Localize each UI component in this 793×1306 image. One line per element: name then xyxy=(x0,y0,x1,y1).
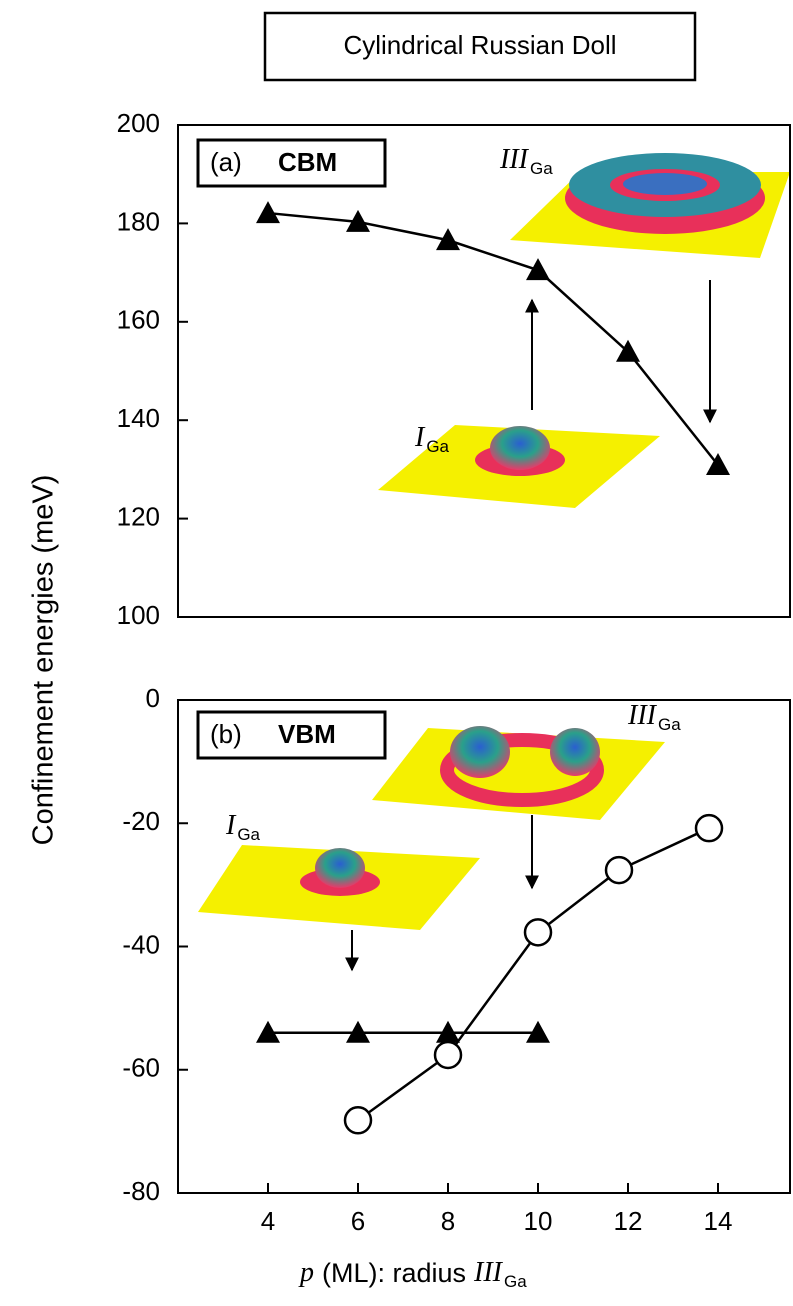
triangle-marker xyxy=(436,228,460,251)
x-label-text: (ML): radius xyxy=(322,1258,466,1288)
panel-label: (a) xyxy=(210,147,242,177)
y-tick-label: -60 xyxy=(122,1053,160,1083)
x-tick-label: 8 xyxy=(441,1206,455,1236)
annotation: I Ga xyxy=(414,422,450,456)
y-tick-label: 160 xyxy=(117,305,160,335)
circle-marker xyxy=(604,855,634,885)
triangle-marker xyxy=(616,339,640,362)
annotation: I Ga xyxy=(225,810,261,844)
annotation-sub: Ga xyxy=(237,825,260,844)
x-tick-label: 6 xyxy=(351,1206,365,1236)
plot-frame xyxy=(177,124,791,618)
x-label-var: III xyxy=(473,1257,504,1288)
circle-marker xyxy=(523,918,553,947)
circle-marker xyxy=(433,1040,463,1070)
arrows xyxy=(345,280,717,972)
panel-label: VBM xyxy=(278,719,336,749)
annotation: III Ga xyxy=(499,144,553,178)
triangle-marker xyxy=(256,1020,280,1043)
x-label-sub: Ga xyxy=(504,1272,527,1291)
circle-marker xyxy=(343,1106,373,1135)
x-label-var: p xyxy=(298,1257,314,1288)
inset-ring-vbm xyxy=(372,726,665,820)
y-axis-label: Confinement energies (meV) xyxy=(28,475,60,846)
chart-title: Cylindrical Russian Doll xyxy=(343,30,616,60)
triangle-marker xyxy=(346,209,370,232)
y-tick-label: 100 xyxy=(117,600,160,630)
title-box xyxy=(263,11,697,82)
triangle-marker xyxy=(526,1020,550,1043)
annotation-sub: Ga xyxy=(530,159,553,178)
y-tick-label: 0 xyxy=(146,683,160,713)
panel-label: (b) xyxy=(210,719,242,749)
annotation-text: I xyxy=(225,810,237,841)
panel-label-box xyxy=(196,710,387,760)
triangle-marker xyxy=(346,1020,370,1043)
panel-label-box xyxy=(196,138,387,188)
inset-dot-vbm xyxy=(198,845,480,930)
triangle-marker xyxy=(526,258,550,281)
circle-marker xyxy=(694,813,724,843)
x-axis-label: p (ML): radius III Ga xyxy=(298,1257,527,1291)
x-tick-label: 12 xyxy=(614,1206,643,1236)
y-tick-label: -20 xyxy=(122,806,160,836)
annotation-text: I xyxy=(414,422,426,453)
triangle-marker xyxy=(436,1020,460,1043)
x-tick-label: 14 xyxy=(704,1206,733,1236)
y-tick-label: 180 xyxy=(117,206,160,236)
y-tick-label: 140 xyxy=(117,403,160,433)
y-tick-label: -80 xyxy=(122,1176,160,1206)
triangle-marker xyxy=(706,452,730,475)
panel-label: CBM xyxy=(278,147,337,177)
x-tick-label: 10 xyxy=(524,1206,553,1236)
annotation-sub: Ga xyxy=(426,437,449,456)
y-tick-label: -40 xyxy=(122,929,160,959)
annotation: III Ga xyxy=(627,700,681,734)
y-tick-label: 200 xyxy=(117,108,160,138)
x-tick-label: 4 xyxy=(261,1206,275,1236)
inset-dot-cbm xyxy=(378,425,660,508)
y-tick-label: 120 xyxy=(117,501,160,531)
annotation-text: III xyxy=(499,144,530,175)
triangle-marker xyxy=(256,201,280,224)
annotation-sub: Ga xyxy=(658,715,681,734)
inset-ring-cbm xyxy=(510,153,790,258)
annotation-text: III xyxy=(627,700,658,731)
series-line xyxy=(267,211,719,466)
